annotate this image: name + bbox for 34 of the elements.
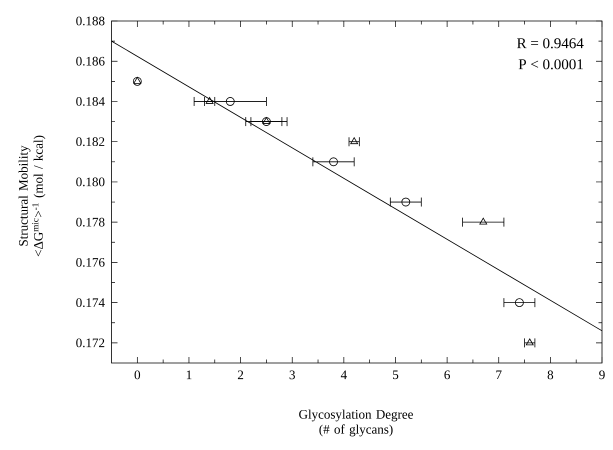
point [133,76,142,84]
point [262,117,270,124]
point [401,198,410,206]
point [526,338,534,346]
x-tick-label: 1 [186,370,192,380]
point [329,157,338,166]
point [226,97,235,106]
point [132,76,142,86]
x-tick-label: 0 [134,370,140,380]
annotation: R = 0.9464 [517,38,584,48]
y-tick-label: 0.178 [76,218,104,227]
y-tick-label: 0.172 [76,338,104,348]
x-tick-label: 5 [392,370,398,380]
y-tick-label: 0.180 [76,178,104,186]
x-axis-title: Glycosylation Degree (# of glycans) [299,410,413,436]
x-tick-label: 6 [444,370,450,380]
x-tick-label: 3 [290,370,295,380]
y-tick-label: 0.182 [76,137,104,146]
point [206,97,214,104]
y-tick-label: 0.174 [76,298,105,308]
x-tick-label: 8 [548,370,554,380]
x-tick-label: 7 [496,370,502,380]
x-tick-label: 2 [238,370,244,380]
point [350,137,358,144]
y-tick-label: 0.186 [76,56,105,66]
x-tick-label: 9 [599,370,605,380]
annotation: P < 0.0001 [518,59,583,70]
point [514,298,524,308]
y-tick-label: 0.188 [76,16,104,26]
y-tick-label: 0.176 [76,258,105,267]
y-tick-label: 0.184 [76,97,105,106]
point [262,117,271,126]
point [479,218,488,225]
x-tick-label: 4 [340,370,347,380]
